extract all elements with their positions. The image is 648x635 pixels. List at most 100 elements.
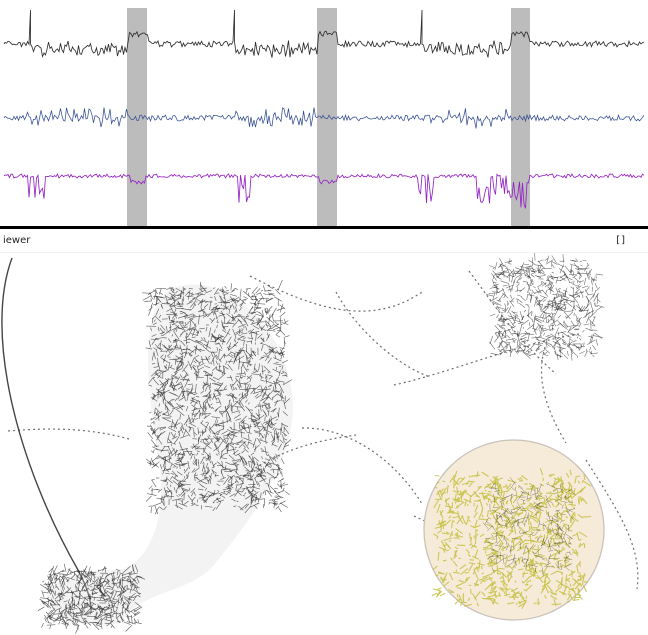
trajectory-stroke [549, 537, 560, 540]
trajectory-stroke [563, 311, 571, 320]
trajectory-stroke [256, 317, 261, 325]
trajectory-stroke [215, 417, 219, 423]
trajectory-stroke [252, 456, 256, 465]
trajectory-stroke [242, 290, 250, 297]
trajectory-stroke [246, 374, 252, 380]
trajectory-stroke [231, 315, 238, 322]
trajectory-stroke [264, 307, 267, 311]
trajectory-stroke [179, 464, 186, 466]
trajectory-stroke [551, 327, 555, 330]
trajectory-stroke [246, 317, 254, 322]
trajectory-stroke [517, 477, 521, 481]
trajectory-stroke [214, 295, 217, 301]
trajectory-stroke [510, 269, 514, 276]
trajectory-stroke [529, 536, 532, 544]
trajectory-stroke [246, 340, 252, 343]
selected-region-circle[interactable] [423, 439, 605, 621]
trajectory-stroke [66, 567, 71, 575]
trajectory-stroke [454, 498, 458, 504]
trajectory-stroke [156, 411, 163, 415]
trajectory-stroke [273, 382, 277, 389]
trajectory-stroke [265, 428, 268, 438]
trajectory-stroke [498, 325, 504, 330]
trajectory-stroke [522, 280, 529, 283]
trajectory-stroke [538, 265, 542, 272]
trajectory-stroke [560, 583, 570, 589]
trajectory-stroke [273, 472, 280, 480]
trajectory-stroke [540, 562, 543, 566]
trajectory-stroke [208, 427, 215, 434]
trajectory-stroke [205, 303, 209, 307]
trajectory-stroke [503, 535, 506, 541]
trajectory-stroke [536, 487, 539, 494]
trajectory-stroke [210, 438, 214, 443]
trajectory-stroke [499, 513, 504, 522]
sparse-trajectory-path-10 [7, 428, 130, 440]
trajectory-stroke [591, 310, 594, 316]
trajectory-stroke [560, 520, 563, 524]
trajectory-stroke [237, 488, 239, 491]
trajectory-stroke [551, 271, 554, 274]
trajectory-stroke [509, 549, 514, 552]
trajectory-stroke [241, 456, 248, 464]
trajectory-stroke [232, 462, 240, 466]
trajectory-stroke [564, 507, 573, 512]
trajectory-stroke [562, 501, 568, 503]
trajectory-stroke [282, 487, 285, 492]
trajectory-stroke [520, 269, 528, 272]
trajectory-stroke [59, 576, 65, 583]
trajectory-stroke [546, 255, 550, 263]
trajectory-stroke [534, 555, 543, 559]
trajectory-stroke [503, 341, 511, 343]
trajectory-stroke [523, 533, 533, 536]
trajectory-stroke [579, 583, 583, 587]
trajectory-stroke [473, 512, 478, 518]
trajectory-stroke [250, 414, 257, 419]
trajectory-stroke [244, 492, 246, 495]
trajectory-stroke [283, 398, 291, 405]
trajectory-stroke [267, 409, 270, 416]
trajectory-stroke [152, 428, 156, 435]
trajectory-stroke [568, 332, 577, 336]
trajectory-stroke [541, 582, 550, 588]
trajectory-stroke [200, 337, 203, 340]
trajectory-stroke [517, 508, 520, 511]
trajectory-stroke [161, 343, 167, 349]
trajectory-stroke [506, 517, 510, 523]
trajectory-stroke [589, 346, 592, 351]
trajectory-stroke [563, 310, 574, 313]
trajectory-stroke [533, 320, 535, 328]
trajectory-stroke [501, 349, 511, 352]
trajectory-stroke [153, 319, 156, 322]
trajectory-stroke [127, 615, 133, 618]
trajectory-stroke [218, 362, 221, 370]
trajectory-stroke [563, 301, 566, 304]
trajectory-stroke [540, 502, 548, 505]
trajectory-stroke [493, 475, 498, 486]
trajectory-stroke [200, 422, 208, 429]
trajectory-stroke [558, 289, 560, 293]
trajectory-stroke [276, 350, 282, 357]
trajectory-stroke [66, 585, 70, 591]
trajectory-stroke [203, 381, 206, 386]
trajectory-stroke [570, 536, 572, 540]
trajectory-stroke [497, 320, 505, 323]
trajectory-stroke [567, 325, 577, 327]
trajectory-stroke [231, 287, 236, 292]
trajectory-stroke [500, 501, 504, 508]
trajectory-stroke [551, 341, 558, 348]
trajectory-stroke [172, 480, 181, 487]
trajectory-stroke [283, 340, 286, 345]
maximize-icon[interactable]: [] [616, 235, 626, 246]
trajectory-stroke [202, 394, 209, 397]
trajectory-stroke [489, 341, 496, 350]
trajectory-stroke [283, 426, 290, 435]
trajectory-stroke [539, 295, 548, 299]
trajectory-stroke [520, 499, 526, 501]
trajectory-stroke [200, 420, 204, 424]
trajectory-stroke [551, 303, 553, 311]
trajectory-stroke [510, 517, 517, 520]
trajectory-stroke [110, 592, 114, 595]
trajectory-stroke [259, 356, 264, 360]
trajectory-stroke [177, 459, 182, 463]
